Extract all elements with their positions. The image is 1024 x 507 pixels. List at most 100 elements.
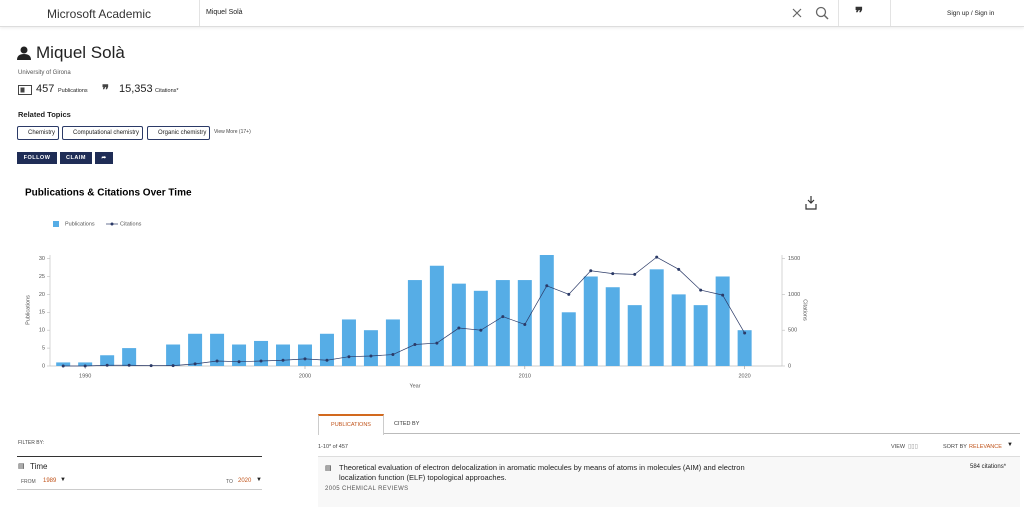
point xyxy=(105,363,109,367)
bar xyxy=(451,283,466,366)
follow-button[interactable]: FOLLOW xyxy=(17,152,57,164)
bar xyxy=(56,362,71,366)
bar xyxy=(627,305,642,366)
bar xyxy=(715,276,730,366)
brand[interactable]: Microsoft Academic xyxy=(47,7,152,21)
search-icons[interactable] xyxy=(790,6,832,20)
point xyxy=(655,255,659,259)
y-tick-label: 15 xyxy=(39,310,45,316)
line xyxy=(63,256,745,367)
bar xyxy=(693,305,708,366)
filter-line xyxy=(17,456,262,457)
download-icon[interactable] xyxy=(805,196,817,210)
y-tick-label: 10 xyxy=(39,328,45,334)
claim-button[interactable]: CLAIM xyxy=(60,152,92,164)
bar xyxy=(671,294,686,366)
top-bar: Microsoft Academic Miquel Solà ❞ Sign up… xyxy=(0,0,1024,27)
time-label: Time xyxy=(30,462,48,471)
point xyxy=(61,364,65,368)
topic-tag[interactable]: Computational chemistry xyxy=(62,126,144,140)
point xyxy=(479,328,483,332)
tab[interactable]: CITED BY xyxy=(394,421,420,427)
point xyxy=(567,292,571,296)
share-button[interactable]: ➦ xyxy=(95,152,113,164)
bar xyxy=(495,280,510,366)
point xyxy=(721,293,725,297)
paper-title[interactable]: Theoretical evaluation of electron deloc… xyxy=(339,463,745,482)
bar xyxy=(605,287,620,366)
affiliation[interactable]: University of Girona xyxy=(18,70,71,76)
y-tick-label: 5 xyxy=(42,346,45,352)
chart: Publications & Citations Over Time Year … xyxy=(25,188,817,389)
sort-value[interactable]: RELEVANCE xyxy=(969,444,1002,450)
bar xyxy=(363,330,378,366)
y-axis-label: Publications xyxy=(25,295,31,325)
bar xyxy=(341,319,356,366)
search-text[interactable]: Miquel Solà xyxy=(206,9,243,16)
to-label: TO xyxy=(226,479,233,485)
bar xyxy=(100,355,115,366)
bar xyxy=(166,344,181,366)
search-box[interactable] xyxy=(199,0,839,26)
bar xyxy=(649,269,664,366)
point xyxy=(743,331,747,335)
quote-icon[interactable]: ❞ xyxy=(855,5,864,22)
dropdown-caret[interactable]: ▼ xyxy=(60,477,66,483)
bar xyxy=(232,344,247,366)
view-more[interactable]: View More (17+) xyxy=(214,129,251,135)
sign-in[interactable]: Sign up / Sign in xyxy=(947,10,995,17)
y2-tick-label: 500 xyxy=(788,328,797,334)
tab-line xyxy=(318,433,1020,434)
topic-tag[interactable]: Organic chemistry xyxy=(147,126,211,140)
bar xyxy=(210,333,225,366)
bar xyxy=(122,348,137,366)
bar xyxy=(254,340,269,366)
pub-icon xyxy=(18,85,32,95)
point xyxy=(83,364,87,368)
pub-count: 457 xyxy=(36,83,55,95)
author-name: Miquel Solà xyxy=(36,43,125,62)
y2-tick-label: 0 xyxy=(788,363,791,369)
pub-label: Publications xyxy=(58,88,88,94)
bar xyxy=(473,290,488,366)
bar xyxy=(583,276,598,366)
x-tick-label: 2000 xyxy=(299,373,311,379)
point xyxy=(699,288,703,292)
dropdown-caret[interactable]: ▼ xyxy=(1007,442,1013,448)
filter-line xyxy=(17,489,262,490)
topic-tag[interactable]: Chemistry xyxy=(17,126,60,140)
dropdown-caret[interactable]: ▼ xyxy=(256,477,262,483)
bar xyxy=(319,333,334,366)
point xyxy=(347,355,351,359)
point xyxy=(303,357,307,361)
point xyxy=(501,315,505,319)
from-label: FROM xyxy=(21,479,36,485)
from-value[interactable]: 1989 xyxy=(43,478,57,484)
y-tick-label: 25 xyxy=(39,274,45,280)
point xyxy=(545,284,549,288)
point xyxy=(391,353,395,357)
to-value[interactable]: 2020 xyxy=(238,478,252,484)
point xyxy=(369,354,373,358)
bar xyxy=(297,344,312,366)
person-icon xyxy=(17,46,31,60)
legend-label: Citations xyxy=(120,221,142,227)
point xyxy=(149,364,153,368)
y-tick-label: 0 xyxy=(42,363,45,369)
tab-active[interactable]: PUBLICATIONS xyxy=(318,414,384,435)
paper-citations: 584 citations* xyxy=(970,464,1007,470)
cite-count: 15,353 xyxy=(119,83,153,95)
point xyxy=(413,343,417,347)
point xyxy=(259,359,263,363)
paper-icon: ▤ xyxy=(325,465,332,472)
bar xyxy=(276,344,291,366)
point xyxy=(589,269,593,273)
view-icons[interactable]: ▯▯▯ xyxy=(908,444,918,450)
y-tick-label: 30 xyxy=(39,256,45,262)
y2-axis-label: Citations xyxy=(802,299,808,321)
point xyxy=(281,358,285,362)
y-tick-label: 20 xyxy=(39,292,45,298)
x-tick-label: 2010 xyxy=(519,373,531,379)
sort-label: SORT BY xyxy=(943,444,967,450)
